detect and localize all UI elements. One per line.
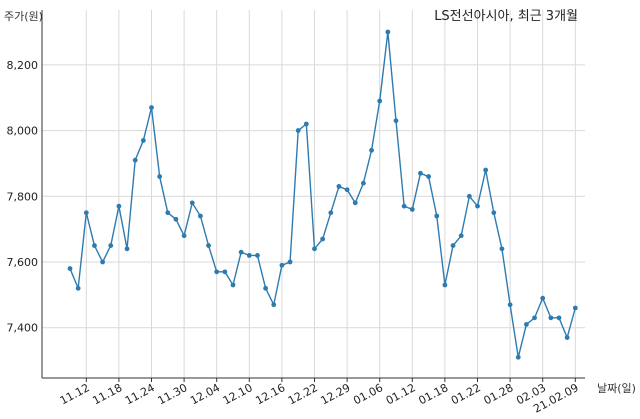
data-point bbox=[475, 204, 480, 209]
data-point bbox=[182, 233, 187, 238]
data-point bbox=[328, 210, 333, 215]
data-point bbox=[222, 269, 227, 274]
data-point bbox=[483, 168, 488, 173]
data-point bbox=[320, 237, 325, 242]
data-point bbox=[402, 204, 407, 209]
data-point bbox=[385, 30, 390, 35]
data-point bbox=[353, 200, 358, 205]
data-point bbox=[451, 243, 456, 248]
data-point bbox=[84, 210, 89, 215]
x-tick-label: 12.29 bbox=[319, 381, 353, 407]
x-tick-label: 01.12 bbox=[384, 381, 418, 407]
price-series-line bbox=[70, 32, 575, 357]
x-tick-label: 12.10 bbox=[221, 381, 255, 407]
data-point bbox=[255, 253, 260, 258]
data-point bbox=[165, 210, 170, 215]
data-point bbox=[141, 138, 146, 143]
y-tick-labels: 7,400 7,600 7,800 8,000 8,200 bbox=[7, 59, 39, 335]
y-axis-label: 주가(원) bbox=[4, 10, 43, 23]
data-point bbox=[198, 214, 203, 219]
data-point bbox=[500, 246, 505, 251]
grid bbox=[42, 10, 585, 382]
x-tick-label: 12.16 bbox=[253, 381, 287, 407]
x-tick-label: 12.22 bbox=[286, 381, 320, 407]
data-point bbox=[508, 302, 513, 307]
data-point bbox=[149, 105, 154, 110]
data-point bbox=[573, 306, 578, 311]
data-point bbox=[288, 260, 293, 265]
data-point bbox=[524, 322, 529, 327]
data-point bbox=[377, 99, 382, 104]
data-point bbox=[117, 204, 122, 209]
data-point bbox=[312, 246, 317, 251]
data-point bbox=[280, 263, 285, 268]
data-point bbox=[108, 243, 113, 248]
data-point bbox=[304, 122, 309, 127]
x-tick-label: 01.28 bbox=[482, 381, 516, 407]
data-point bbox=[410, 207, 415, 212]
data-point bbox=[206, 243, 211, 248]
data-point bbox=[540, 296, 545, 301]
data-point bbox=[467, 194, 472, 199]
data-point bbox=[271, 302, 276, 307]
data-point bbox=[426, 174, 431, 179]
data-point bbox=[76, 286, 81, 291]
data-point bbox=[565, 335, 570, 340]
data-point bbox=[459, 233, 464, 238]
x-tick-labels: 11.1211.1811.2411.3012.0412.1012.1612.22… bbox=[58, 381, 581, 415]
data-point bbox=[443, 283, 448, 288]
data-point bbox=[557, 315, 562, 320]
x-tick-label: 01.06 bbox=[351, 381, 385, 407]
data-point bbox=[516, 355, 521, 360]
data-point bbox=[125, 246, 130, 251]
x-tick-label: 11.24 bbox=[123, 381, 157, 407]
x-tick-label: 12.04 bbox=[188, 381, 222, 407]
data-point bbox=[157, 174, 162, 179]
data-point bbox=[296, 128, 301, 133]
y-tick-label: 7,400 bbox=[7, 322, 39, 335]
data-point bbox=[548, 315, 553, 320]
data-point bbox=[92, 243, 97, 248]
x-axis-label: 날짜(일) bbox=[597, 381, 636, 395]
x-tick-label: 11.30 bbox=[156, 381, 190, 407]
y-tick-label: 7,600 bbox=[7, 256, 39, 269]
chart-title: LS전선아시아, 최근 3개월 bbox=[434, 9, 578, 24]
series bbox=[68, 30, 578, 360]
data-point bbox=[434, 214, 439, 219]
data-point bbox=[394, 118, 399, 123]
data-point bbox=[345, 187, 350, 192]
data-point bbox=[491, 210, 496, 215]
data-point bbox=[100, 260, 105, 265]
data-point bbox=[239, 250, 244, 255]
data-point bbox=[231, 283, 236, 288]
data-point bbox=[190, 200, 195, 205]
data-point bbox=[418, 171, 423, 176]
x-tick-label: 11.12 bbox=[58, 381, 92, 407]
y-tick-label: 7,800 bbox=[7, 190, 39, 203]
x-tick-label: 01.18 bbox=[416, 381, 450, 407]
data-point bbox=[337, 184, 342, 189]
x-tick-label: 01.22 bbox=[449, 381, 483, 407]
data-point bbox=[532, 315, 537, 320]
data-point bbox=[174, 217, 179, 222]
data-point bbox=[361, 181, 366, 186]
data-point bbox=[214, 269, 219, 274]
data-point bbox=[133, 158, 138, 163]
data-point bbox=[247, 253, 252, 258]
y-tick-label: 8,200 bbox=[7, 59, 39, 72]
y-tick-label: 8,000 bbox=[7, 125, 39, 138]
data-point bbox=[369, 148, 374, 153]
x-tick-label: 11.18 bbox=[90, 381, 124, 407]
data-point bbox=[68, 266, 73, 271]
data-point bbox=[263, 286, 268, 291]
